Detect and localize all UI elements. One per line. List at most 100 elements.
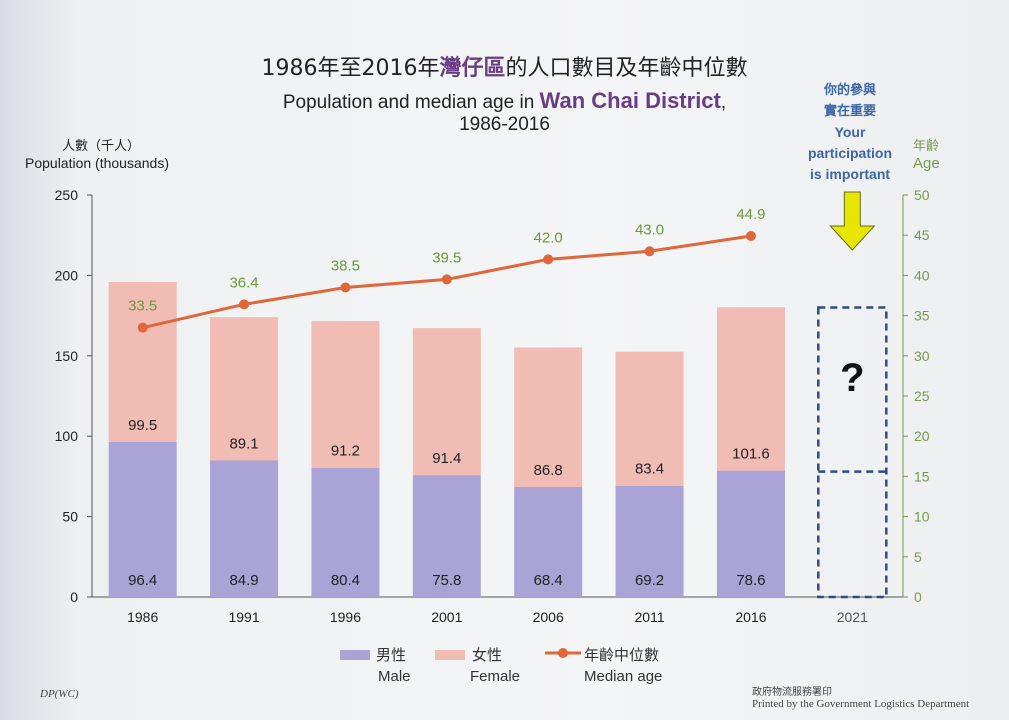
left-tick-label: 50	[62, 509, 78, 525]
left-axis-label-en: Population (thousands)	[25, 155, 169, 171]
legend-male-zh: 男性	[376, 646, 407, 664]
chart-title-english: Population and median age in Wan Chai Di…	[0, 88, 1009, 114]
footer-code: DP(WC)	[40, 688, 79, 700]
legend-female-zh: 女性	[472, 646, 503, 664]
left-tick-label: 0	[70, 589, 78, 605]
female-value-label: 99.5	[128, 417, 157, 434]
legend-median-en: Median age	[584, 668, 663, 685]
question-mark: ?	[840, 356, 864, 400]
down-arrow-icon	[829, 191, 876, 251]
legend-median-swatch	[545, 648, 581, 658]
right-tick-label: 0	[914, 589, 922, 605]
median-age-label: 38.5	[331, 257, 360, 274]
female-value-label: 91.2	[331, 443, 360, 460]
male-value-label: 84.9	[229, 572, 258, 589]
legend-male-en: Male	[378, 668, 411, 685]
x-tick-label: 2016	[735, 609, 766, 625]
legend-male-swatch	[340, 650, 370, 660]
bar-male	[716, 470, 785, 597]
median-age-label: 44.9	[736, 206, 765, 223]
left-tick-label: 200	[55, 267, 79, 283]
x-tick-label: 2011	[635, 609, 665, 625]
bar-female	[716, 307, 785, 471]
female-value-label: 101.6	[732, 446, 770, 463]
left-tick-label: 250	[55, 187, 79, 203]
female-value-label: 83.4	[635, 461, 664, 478]
title-zh-suffix: 的人口數目及年齡中位數	[505, 56, 748, 81]
right-tick-label: 15	[914, 468, 930, 484]
legend-female-en: Female	[470, 668, 521, 685]
chart-title-chinese: 1986年至2016年灣仔區的人口數目及年齡中位數	[0, 50, 1009, 82]
bar-male	[615, 485, 684, 597]
right-tick-label: 25	[914, 388, 930, 404]
footer-printer-zh: 政府物流服務署印	[752, 687, 832, 698]
male-value-label: 96.4	[128, 572, 157, 589]
bar-male	[412, 475, 481, 597]
bar-female	[615, 351, 684, 486]
right-tick-label: 10	[914, 509, 930, 525]
legend-female-swatch	[435, 650, 465, 660]
callout-zh-line2: 實在重要	[823, 104, 876, 119]
right-tick-label: 35	[914, 308, 930, 324]
x-tick-label: 1986	[127, 609, 158, 625]
title-en-highlight: Wan Chai District	[539, 88, 721, 113]
median-age-point	[441, 274, 452, 285]
callout-en-line1: Your	[834, 124, 866, 140]
male-value-label: 69.2	[635, 572, 664, 589]
future-bar-outline	[817, 306, 888, 599]
bar-male	[108, 441, 177, 597]
x-tick-label: 1996	[330, 609, 361, 625]
bar-male	[311, 467, 380, 597]
right-tick-label: 40	[914, 267, 930, 283]
bar-female	[514, 347, 583, 488]
median-age-label: 39.5	[432, 249, 461, 266]
right-tick-label: 5	[914, 549, 922, 565]
footer-printer-en: Printed by the Government Logistics Depa…	[752, 698, 970, 710]
male-value-label: 80.4	[331, 572, 360, 589]
male-value-label: 75.8	[432, 572, 461, 589]
male-value-label: 78.6	[736, 572, 765, 589]
right-axis-label-en: Age	[913, 155, 940, 172]
participation-callout: 你的參與 實在重要 Your participation is importan…	[795, 80, 905, 185]
right-tick-label: 45	[914, 227, 930, 243]
right-tick-label: 20	[914, 428, 930, 444]
callout-zh-line1: 你的參與	[823, 83, 876, 98]
bar-male	[210, 460, 279, 597]
median-age-point	[340, 282, 351, 293]
callout-en-line3: is important	[809, 166, 891, 182]
x-tick-label: 2001	[431, 609, 462, 625]
right-tick-label: 50	[914, 187, 930, 203]
male-value-label: 68.4	[534, 572, 563, 589]
female-value-label: 86.8	[534, 462, 563, 479]
chart-title-years: 1986-2016	[459, 114, 550, 135]
x-tick-label: 2006	[533, 609, 564, 625]
title-en-prefix: Population and median age in	[282, 92, 540, 113]
bar-female	[412, 328, 481, 476]
bar-female	[210, 317, 279, 461]
bar-female	[108, 281, 177, 442]
legend-median-zh: 年齡中位數	[584, 646, 660, 664]
median-age-point	[137, 322, 148, 333]
right-tick-label: 30	[914, 348, 930, 364]
callout-en-line2: participation	[807, 145, 892, 161]
x-tick-label: 2021	[837, 609, 868, 625]
median-age-label: 33.5	[128, 298, 157, 315]
median-age-point	[745, 231, 756, 242]
title-en-suffix: ,	[720, 92, 727, 113]
median-age-label: 36.4	[229, 274, 258, 291]
median-age-label: 42.0	[534, 229, 563, 246]
female-value-label: 91.4	[432, 450, 461, 467]
female-value-label: 89.1	[229, 435, 258, 452]
title-zh-prefix: 1986年至2016年	[261, 56, 440, 81]
left-tick-label: 150	[55, 348, 79, 364]
median-age-point	[543, 254, 554, 265]
right-axis-label-zh: 年齡	[913, 139, 940, 154]
left-axis-label-zh: 人數（千人）	[62, 139, 141, 154]
bar-female	[311, 321, 380, 468]
median-age-label: 43.0	[635, 221, 664, 238]
bar-male	[514, 487, 583, 597]
median-age-point	[239, 299, 250, 310]
left-tick-label: 100	[55, 428, 79, 444]
x-tick-label: 1991	[228, 609, 259, 625]
